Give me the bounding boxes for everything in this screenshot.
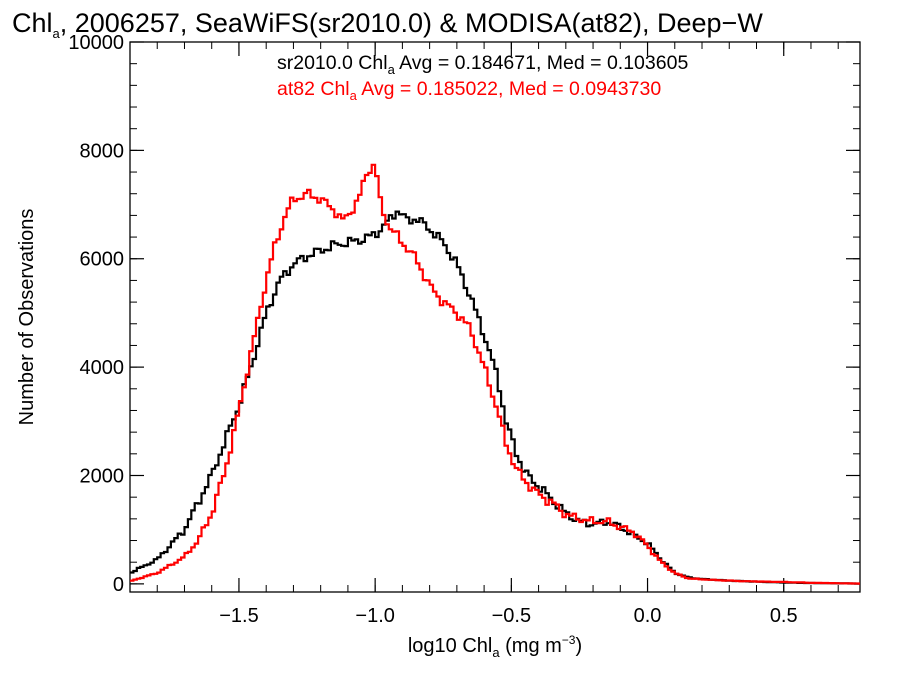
chart-title-rest: , 2006257, SeaWiFS(sr2010.0) & MODISA(at… (60, 8, 764, 38)
y-tick-label: 0 (113, 574, 124, 596)
x-label-prefix: log10 Chl (408, 635, 493, 657)
legend-sr2010-subscript: a (388, 62, 396, 77)
plot-frame (129, 41, 861, 593)
chart-title-subscript: a (53, 26, 61, 41)
chart-title-prefix: Chl (12, 8, 53, 38)
x-tick-label: 0.5 (770, 605, 798, 627)
y-tick-label: 10000 (68, 32, 124, 54)
x-axis-label: log10 Chla (mg m−3) (408, 633, 582, 660)
minor-ticks (130, 41, 860, 592)
legend-entry-sr2010: sr2010.0 Chla Avg = 0.184671, Med = 0.10… (277, 52, 688, 77)
series-line-at82 (130, 163, 860, 585)
y-axis-ticks: 0 2000 4000 6000 8000 10000 (68, 32, 860, 596)
x-label-superscript: −3 (562, 633, 576, 647)
y-tick-label: 2000 (80, 465, 125, 487)
legend-at82-rest: Avg = 0.185022, Med = 0.0943730 (357, 78, 661, 100)
chart-title: Chla, 2006257, SeaWiFS(sr2010.0) & MODIS… (12, 8, 763, 41)
x-tick-label: −1.5 (219, 605, 258, 627)
x-tick-label: −1.0 (355, 605, 394, 627)
y-tick-label: 6000 (80, 249, 125, 271)
x-label-subscript: a (492, 645, 500, 660)
y-tick-label: 8000 (80, 140, 125, 162)
x-tick-label: 0.0 (634, 605, 662, 627)
legend-at82-subscript: a (350, 88, 358, 103)
x-axis-ticks: −1.5 −1.0 −0.5 0.0 0.5 (219, 42, 798, 627)
x-tick-label: −0.5 (492, 605, 531, 627)
legend-entry-at82: at82 Chla Avg = 0.185022, Med = 0.094373… (277, 78, 661, 103)
legend-sr2010-rest: Avg = 0.184671, Med = 0.103605 (395, 52, 689, 74)
x-label-suffix: ) (575, 635, 582, 657)
legend-at82-prefix: at82 Chl (277, 78, 350, 100)
legend-sr2010-prefix: sr2010.0 Chl (277, 52, 388, 74)
x-label-mid: (mg m (500, 635, 562, 657)
y-axis-label: Number of Observations (16, 209, 38, 426)
series-layer (130, 163, 860, 585)
y-tick-label: 4000 (80, 357, 125, 379)
